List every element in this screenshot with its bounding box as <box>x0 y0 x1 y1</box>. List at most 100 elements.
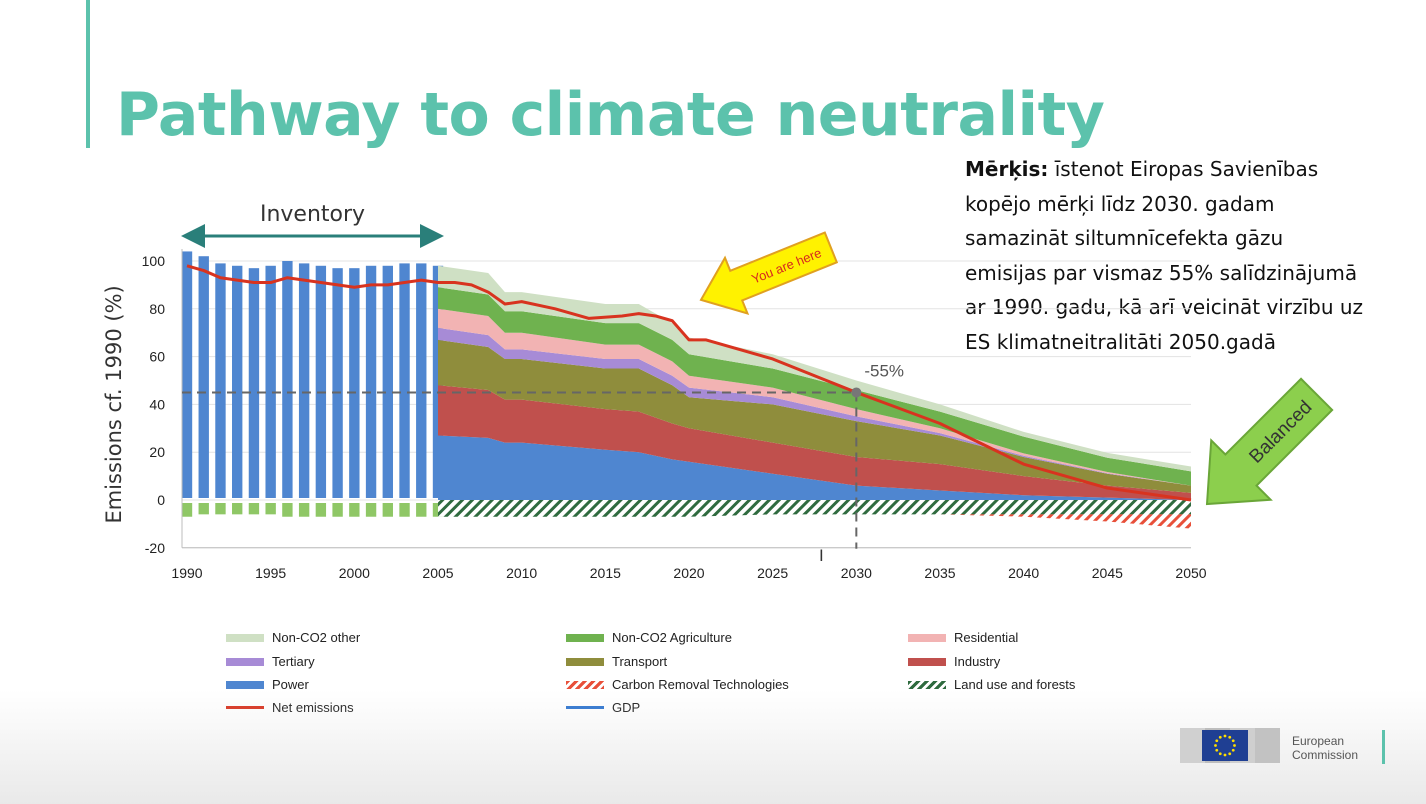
target-point <box>851 387 862 398</box>
legend-swatch <box>566 633 604 642</box>
x-tick-label: 2000 <box>339 565 370 581</box>
legend-swatch <box>226 633 264 642</box>
x-tick-label: 2050 <box>1175 565 1206 581</box>
inventory-bar <box>332 268 343 498</box>
you-are-here-shape <box>699 231 839 315</box>
inventory-bar <box>232 265 243 498</box>
net-emissions-line-group <box>186 264 1192 502</box>
area-non-co2-other <box>438 265 1191 472</box>
legend-swatch <box>226 657 264 666</box>
x-tick-label: 2040 <box>1008 565 1039 581</box>
accent-bar <box>86 0 90 148</box>
legend-swatch <box>566 680 604 689</box>
legend-item: Net emissions <box>226 700 354 715</box>
inventory-bar <box>181 251 193 498</box>
legend-label: Industry <box>954 654 1001 669</box>
inventory-bar-negative <box>349 503 360 517</box>
flag-star <box>1215 748 1219 752</box>
balanced-shape <box>1205 377 1334 506</box>
legend-label: Carbon Removal Technologies <box>612 677 789 692</box>
y-tick-label: 20 <box>149 444 165 460</box>
flag-star <box>1228 752 1232 756</box>
net-emissions-line <box>186 264 1192 502</box>
flag-star <box>1228 735 1232 739</box>
legend-item: Non-CO2 other <box>226 630 360 645</box>
flag-star <box>1223 734 1227 738</box>
x-tick-label: 2005 <box>422 565 453 581</box>
flag-star <box>1215 739 1219 743</box>
inventory-bar-negative <box>181 503 193 517</box>
legend-label: Transport <box>612 654 668 669</box>
inventory-bar <box>215 263 226 498</box>
legend-item: Industry <box>908 654 1000 669</box>
legend-item: Residential <box>908 630 1018 645</box>
you-are-here-arrow: You are here <box>699 231 839 315</box>
eu-flag-icon <box>1202 730 1248 761</box>
flag-star <box>1231 748 1235 752</box>
inventory-bar-negative <box>282 503 293 517</box>
y-tick-label: 0 <box>157 492 165 508</box>
inventory-bar-negative <box>382 503 393 517</box>
legend-label: Land use and forests <box>954 677 1076 692</box>
legend-swatch <box>566 657 604 666</box>
inventory-bar <box>198 256 209 498</box>
objective-label: Mērķis: <box>965 157 1049 181</box>
y-axis-label: Emissions cf. 1990 (%) <box>102 285 126 523</box>
legend-item: Power <box>226 677 309 692</box>
legend-label: Power <box>272 677 309 692</box>
x-tick-label: 1990 <box>171 565 202 581</box>
y-tick-label: 60 <box>149 349 165 365</box>
flag-star <box>1214 744 1217 747</box>
target-label: -55% <box>864 361 904 380</box>
removal-areas <box>438 500 1191 529</box>
inventory-bar <box>399 263 410 498</box>
legend-item: Carbon Removal Technologies <box>566 677 789 692</box>
flag-star <box>1218 735 1222 739</box>
inventory-bar-negative <box>265 503 276 515</box>
y-tick-label: 100 <box>142 253 166 269</box>
area-power <box>438 435 1191 500</box>
legend-label: Residential <box>954 630 1019 645</box>
flag-star <box>1231 739 1235 743</box>
objective-text-block: Mērķis: īstenot Eiropas Savienības kopēj… <box>965 152 1370 359</box>
objective-text: īstenot Eiropas Savienības kopējo mērķi … <box>965 157 1364 354</box>
legend-swatch <box>226 680 264 689</box>
flag-star <box>1233 744 1236 747</box>
legend-label: Tertiary <box>272 654 315 669</box>
inventory-bar <box>298 263 310 498</box>
inventory-bar-negative <box>416 503 427 517</box>
logo-text-line2: Commission <box>1292 748 1359 762</box>
x-tick-label: 2010 <box>506 565 537 581</box>
logo-text: European Commission <box>1292 734 1358 762</box>
y-tick-label: 40 <box>149 396 165 412</box>
european-commission-logo: European Commission <box>1180 718 1390 768</box>
inventory-bar <box>416 263 427 498</box>
legend-item: Transport <box>566 654 667 669</box>
logo-text-line1: European <box>1292 734 1345 748</box>
y-tick-label: 80 <box>149 301 165 317</box>
inventory-bar <box>248 268 260 498</box>
legend-swatch <box>908 680 946 689</box>
logo-accent-bar <box>1382 730 1385 764</box>
x-tick-label: 2020 <box>673 565 704 581</box>
legend-swatch <box>226 706 264 709</box>
legend-label: Net emissions <box>272 700 354 715</box>
legend-item: Non-CO2 Agriculture <box>566 630 732 645</box>
inventory-bar-negative <box>248 503 260 515</box>
area-non-co2-agriculture <box>438 287 1191 486</box>
flag-star <box>1218 752 1222 756</box>
legend-swatch <box>908 657 946 666</box>
inventory-bar-negative <box>332 503 343 517</box>
inventory-bar <box>265 265 276 498</box>
flag-star <box>1223 753 1227 757</box>
inventory-bar <box>315 265 327 498</box>
y-tick-label: -20 <box>145 540 165 556</box>
projection-areas <box>438 265 1191 500</box>
inventory-bar-negative <box>315 503 327 517</box>
x-tick-label: 1995 <box>255 565 286 581</box>
legend-swatch <box>908 633 946 642</box>
balanced-arrow: Balanced <box>1205 377 1334 506</box>
inventory-bar <box>365 265 377 498</box>
inventory-label: Inventory <box>260 202 365 227</box>
